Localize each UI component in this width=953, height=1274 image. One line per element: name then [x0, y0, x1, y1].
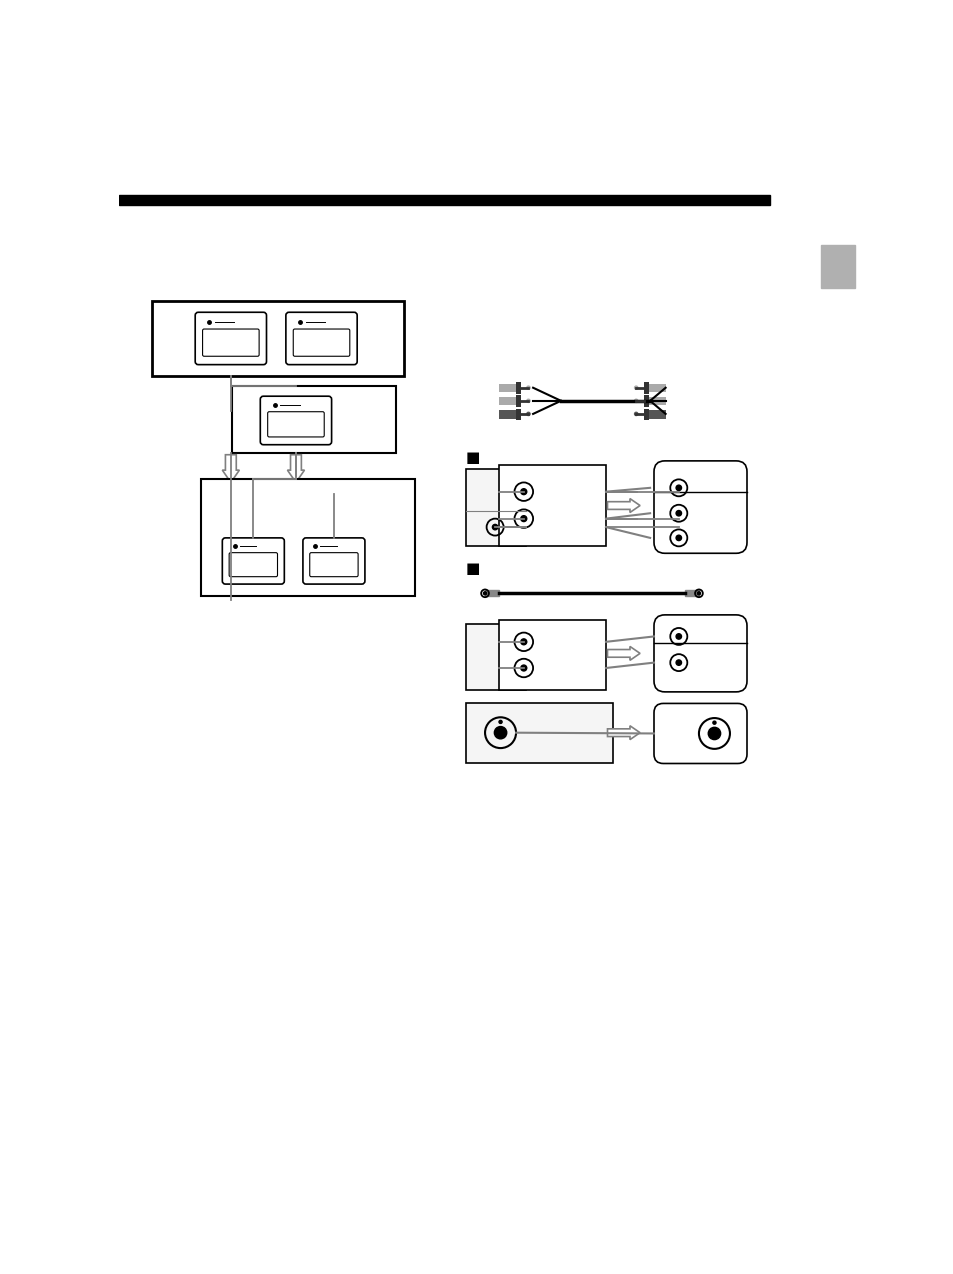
Text: ■: ■	[465, 561, 479, 576]
Circle shape	[676, 633, 680, 640]
Bar	[498, 410, 516, 419]
FancyBboxPatch shape	[654, 615, 746, 692]
FancyBboxPatch shape	[654, 461, 746, 553]
Circle shape	[520, 516, 526, 521]
Circle shape	[525, 412, 530, 417]
Bar	[648, 410, 665, 419]
Bar	[498, 620, 605, 689]
Bar	[516, 395, 520, 406]
FancyArrow shape	[607, 646, 639, 660]
Circle shape	[525, 386, 530, 390]
FancyBboxPatch shape	[229, 553, 277, 577]
Bar	[648, 383, 665, 392]
FancyBboxPatch shape	[654, 703, 746, 763]
Circle shape	[676, 535, 680, 540]
Bar	[648, 397, 665, 405]
Circle shape	[633, 399, 638, 403]
Bar	[200, 479, 415, 596]
FancyBboxPatch shape	[268, 412, 324, 437]
Bar	[498, 465, 605, 545]
FancyBboxPatch shape	[222, 538, 284, 583]
Bar	[643, 409, 648, 420]
FancyBboxPatch shape	[260, 396, 332, 445]
Circle shape	[633, 386, 638, 390]
Circle shape	[676, 511, 680, 516]
Circle shape	[676, 660, 680, 665]
FancyBboxPatch shape	[202, 329, 259, 357]
Bar	[643, 395, 648, 406]
FancyBboxPatch shape	[303, 538, 365, 583]
FancyArrow shape	[222, 455, 239, 483]
FancyBboxPatch shape	[195, 312, 266, 364]
FancyBboxPatch shape	[310, 553, 357, 577]
Circle shape	[520, 489, 526, 494]
Bar	[465, 624, 525, 689]
Circle shape	[633, 412, 638, 417]
Text: ■: ■	[465, 450, 479, 465]
Bar	[643, 382, 648, 394]
Bar	[119, 195, 769, 205]
FancyBboxPatch shape	[286, 312, 356, 364]
Circle shape	[707, 727, 720, 740]
Bar	[484, 590, 498, 596]
Bar	[820, 246, 855, 288]
FancyBboxPatch shape	[293, 329, 350, 357]
Bar	[465, 703, 612, 763]
Bar	[516, 409, 520, 420]
Circle shape	[520, 665, 526, 671]
Circle shape	[525, 399, 530, 403]
Circle shape	[520, 638, 526, 645]
Bar	[232, 386, 395, 454]
Circle shape	[676, 485, 680, 490]
Bar	[684, 590, 699, 596]
Bar	[516, 382, 520, 394]
Circle shape	[483, 592, 486, 595]
Bar	[152, 302, 403, 376]
Circle shape	[712, 721, 716, 724]
Circle shape	[494, 726, 506, 739]
FancyArrow shape	[607, 726, 639, 740]
Circle shape	[498, 720, 501, 724]
FancyArrow shape	[287, 455, 304, 483]
Circle shape	[492, 525, 497, 530]
Bar	[498, 397, 516, 405]
Bar	[465, 469, 525, 545]
Circle shape	[697, 592, 700, 595]
Bar	[498, 383, 516, 392]
FancyArrow shape	[607, 498, 639, 512]
